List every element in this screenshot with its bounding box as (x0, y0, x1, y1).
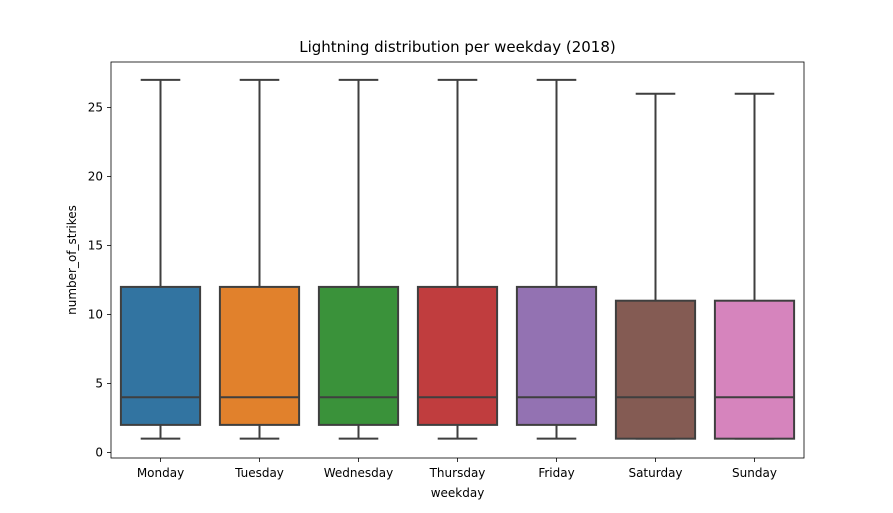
box-group-monday (119, 78, 202, 440)
chart-title: Lightning distribution per weekday (2018… (299, 38, 616, 56)
box-wednesday (317, 285, 400, 426)
box-group-saturday (614, 92, 697, 440)
y-tick-label-20: 20 (88, 170, 103, 184)
y-tick-label-0: 0 (95, 445, 103, 459)
box-friday (515, 285, 598, 426)
box-monday (119, 285, 202, 426)
box-thursday (416, 285, 499, 426)
x-tick-label-saturday: Saturday (628, 466, 682, 480)
box-tuesday (218, 285, 301, 426)
x-tick-label-tuesday: Tuesday (234, 466, 284, 480)
box-group-friday (515, 78, 598, 440)
y-tick-label-15: 15 (88, 239, 103, 253)
x-tick-label-wednesday: Wednesday (324, 466, 393, 480)
box-group-wednesday (317, 78, 400, 440)
box-saturday (614, 299, 697, 440)
box-sunday (713, 299, 796, 440)
y-tick-label-10: 10 (88, 308, 103, 322)
y-tick-label-5: 5 (95, 376, 103, 390)
y-tick-label-25: 25 (88, 101, 103, 115)
box-group-thursday (416, 78, 499, 440)
box-group-tuesday (218, 78, 301, 440)
x-tick-label-friday: Friday (538, 466, 574, 480)
x-tick-label-monday: Monday (137, 466, 184, 480)
y-axis-label: number_of_strikes (65, 205, 79, 315)
boxes-layer (119, 78, 796, 440)
box-group-sunday (713, 92, 796, 440)
x-tick-label-sunday: Sunday (732, 466, 777, 480)
x-axis: Monday Tuesday Wednesday Thursday Friday Satu… (137, 458, 777, 480)
x-tick-label-thursday: Thursday (429, 466, 486, 480)
y-axis: 0 5 10 15 20 25 (88, 101, 111, 459)
x-axis-label: weekday (431, 486, 485, 500)
